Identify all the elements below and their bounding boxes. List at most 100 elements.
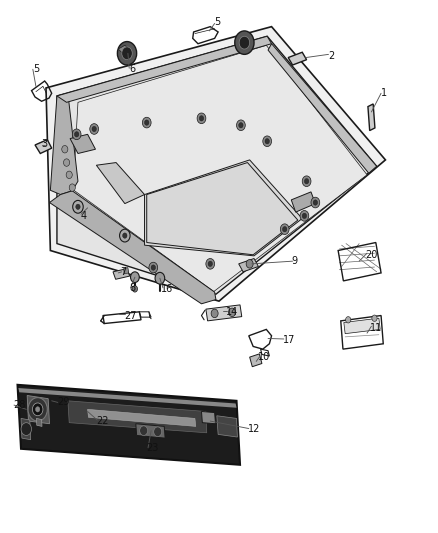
Polygon shape xyxy=(27,395,49,424)
Circle shape xyxy=(280,224,289,235)
Circle shape xyxy=(239,36,250,49)
Circle shape xyxy=(239,123,243,128)
Polygon shape xyxy=(124,268,129,274)
Text: 10: 10 xyxy=(258,352,271,362)
Text: 8: 8 xyxy=(129,283,135,293)
Polygon shape xyxy=(70,134,95,154)
Circle shape xyxy=(313,200,318,205)
Polygon shape xyxy=(217,416,237,437)
Polygon shape xyxy=(49,191,216,304)
Circle shape xyxy=(346,317,351,323)
Polygon shape xyxy=(268,44,377,173)
Polygon shape xyxy=(35,140,52,154)
Circle shape xyxy=(211,309,218,318)
Circle shape xyxy=(237,120,245,131)
Circle shape xyxy=(283,227,287,232)
Polygon shape xyxy=(57,36,377,294)
Text: 22: 22 xyxy=(96,416,109,426)
Circle shape xyxy=(35,407,40,412)
Polygon shape xyxy=(88,409,196,426)
Text: 14: 14 xyxy=(226,307,238,317)
Circle shape xyxy=(208,261,212,266)
Circle shape xyxy=(155,272,165,284)
Circle shape xyxy=(265,139,269,144)
Polygon shape xyxy=(18,385,240,465)
Text: 12: 12 xyxy=(247,424,260,434)
Circle shape xyxy=(28,398,47,421)
Text: 5: 5 xyxy=(33,64,39,74)
Polygon shape xyxy=(96,163,145,204)
Polygon shape xyxy=(113,269,130,279)
Circle shape xyxy=(74,132,79,137)
Circle shape xyxy=(142,117,151,128)
Circle shape xyxy=(62,146,68,153)
Polygon shape xyxy=(57,36,272,102)
Circle shape xyxy=(235,31,254,54)
Circle shape xyxy=(120,229,130,242)
Polygon shape xyxy=(18,388,237,408)
Circle shape xyxy=(76,204,80,209)
Polygon shape xyxy=(46,27,385,301)
Text: 7: 7 xyxy=(120,267,127,277)
Circle shape xyxy=(372,315,377,321)
Circle shape xyxy=(197,113,206,124)
Circle shape xyxy=(69,184,75,191)
Circle shape xyxy=(263,136,272,147)
Polygon shape xyxy=(145,160,302,256)
Text: 29: 29 xyxy=(57,398,69,407)
Circle shape xyxy=(32,403,43,416)
Polygon shape xyxy=(68,401,207,433)
Circle shape xyxy=(246,260,253,268)
Circle shape xyxy=(229,308,236,317)
Text: 6: 6 xyxy=(129,64,135,74)
Circle shape xyxy=(122,47,132,60)
Text: 28: 28 xyxy=(13,400,25,410)
Text: 16: 16 xyxy=(161,284,173,294)
Circle shape xyxy=(154,427,162,437)
Text: 20: 20 xyxy=(366,250,378,260)
Circle shape xyxy=(66,171,72,179)
Polygon shape xyxy=(250,354,262,367)
Polygon shape xyxy=(291,192,315,212)
Text: 2: 2 xyxy=(328,51,335,61)
Polygon shape xyxy=(201,411,215,424)
Circle shape xyxy=(206,259,215,269)
Text: 9: 9 xyxy=(291,256,297,266)
Polygon shape xyxy=(136,424,165,438)
Circle shape xyxy=(145,120,149,125)
Text: 23: 23 xyxy=(147,443,159,453)
Text: 1: 1 xyxy=(381,88,387,98)
Circle shape xyxy=(302,213,307,219)
Circle shape xyxy=(117,42,137,65)
Circle shape xyxy=(311,197,320,208)
Circle shape xyxy=(21,423,32,435)
Polygon shape xyxy=(368,104,375,131)
Text: 5: 5 xyxy=(215,18,221,27)
Circle shape xyxy=(73,200,83,213)
Circle shape xyxy=(92,126,96,132)
Polygon shape xyxy=(288,52,307,65)
Polygon shape xyxy=(239,259,258,272)
Circle shape xyxy=(131,272,139,282)
Polygon shape xyxy=(344,318,380,334)
Circle shape xyxy=(149,262,158,273)
Circle shape xyxy=(132,286,138,292)
Text: 11: 11 xyxy=(370,323,382,333)
Polygon shape xyxy=(73,45,367,292)
Circle shape xyxy=(90,124,99,134)
Polygon shape xyxy=(118,45,129,53)
Circle shape xyxy=(123,233,127,238)
Polygon shape xyxy=(36,418,42,426)
Circle shape xyxy=(302,176,311,187)
Text: 4: 4 xyxy=(81,211,87,221)
Text: 27: 27 xyxy=(124,311,137,320)
Text: 17: 17 xyxy=(283,335,295,345)
Circle shape xyxy=(151,265,155,270)
Circle shape xyxy=(300,211,309,221)
Polygon shape xyxy=(50,93,78,195)
Circle shape xyxy=(72,129,81,140)
Circle shape xyxy=(64,159,70,166)
Circle shape xyxy=(140,426,148,435)
Circle shape xyxy=(304,179,309,184)
Text: 3: 3 xyxy=(42,139,48,149)
